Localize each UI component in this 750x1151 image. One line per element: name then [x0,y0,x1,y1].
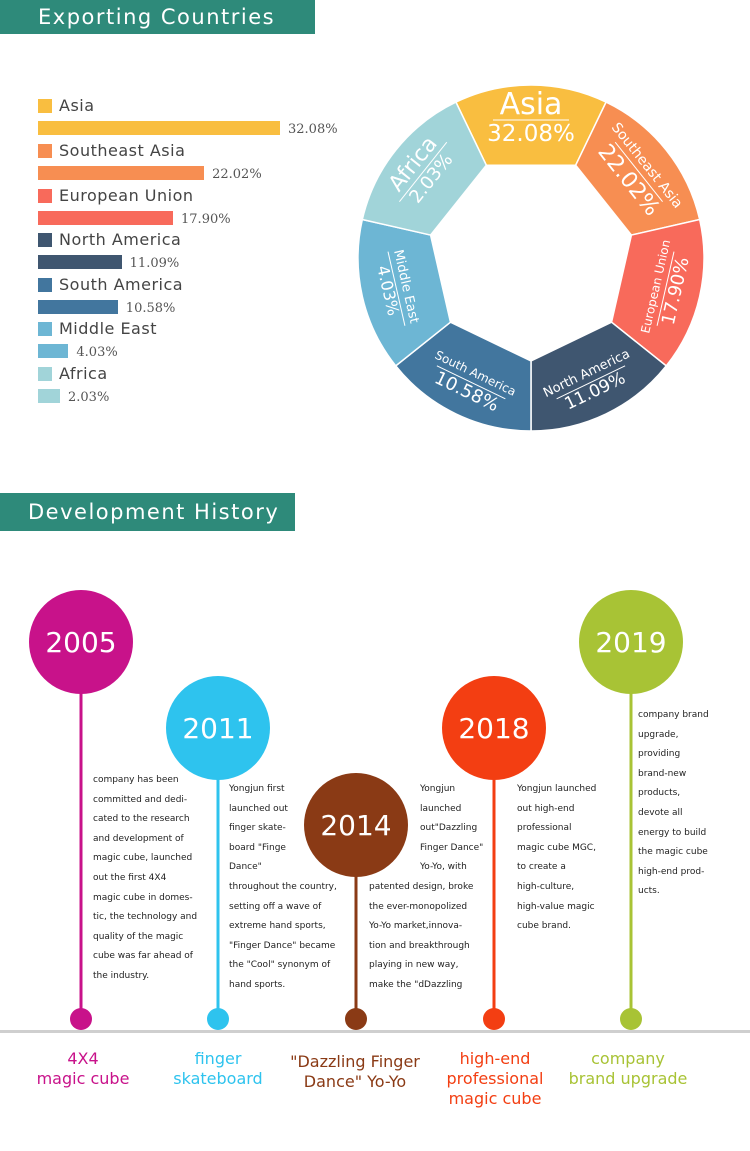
year-label: 2005 [45,626,116,659]
event-2005-description: company has been committed and dedi- cat… [93,775,198,981]
event-2014-description: Yongjun launched out"Dazzling Finger Dan… [420,784,484,873]
donut-label-divider [399,141,448,202]
legend-label: Southeast Asia [59,141,186,160]
year-label: 2014 [320,809,391,842]
event-2019-description: company brand upgrade, providing brand-n… [638,710,709,897]
donut-label-divider [614,141,663,202]
timeline-dot [70,1008,92,1030]
legend-value: 10.58% [125,301,176,316]
legend-bar [38,300,118,314]
event-2011-description: Yongjun first launched out finger skate-… [229,784,337,990]
year-circle [166,676,270,780]
event-2018-description: Yongjun launched out high-end profession… [517,784,597,932]
event-2018-label: high-end professional magic cube [446,1049,544,1108]
legend-value: 2.03% [68,390,110,405]
year-label: 2018 [458,712,529,745]
legend-swatch [38,144,52,158]
donut-segment [394,321,532,432]
year-circle [29,590,133,694]
timeline-dot [620,1008,642,1030]
legend-label: European Union [59,186,194,205]
year-label: 2011 [182,712,253,745]
legend-value: 4.03% [76,345,118,360]
legend-label: South America [59,275,184,294]
year-circle [442,676,546,780]
legend-bar [38,389,60,403]
legend-bar [38,211,174,225]
donut-segment [361,101,488,236]
year-label: 2019 [595,626,666,659]
legend-swatch [38,322,52,336]
donut-segment [610,218,705,367]
legend-swatch [38,367,52,381]
timeline-dot [207,1008,229,1030]
event-2014-description-continued: patented design, broke the ever-monopoli… [369,882,474,990]
legend-label: Middle East [59,319,157,338]
event-2011-label: finger skateboard [173,1049,263,1088]
donut-segment [530,321,668,432]
year-circle [579,590,683,694]
legend-swatch [38,99,52,113]
legend-label: Africa [59,364,108,383]
development-history-header: Development History [0,493,295,531]
timeline-axis [0,1030,750,1033]
legend-value: 32.08% [288,122,338,137]
legend-swatch [38,233,52,247]
donut-label-divider [656,251,675,326]
legend-label: North America [59,230,182,249]
legend-value: 22.02% [212,167,262,182]
donut-segment [454,84,608,166]
timeline-dot [345,1008,367,1030]
timeline-dot [483,1008,505,1030]
donut-label-divider [387,251,406,326]
legend-bar [38,255,122,269]
donut-label-divider [436,365,506,400]
donut-value-label: 32.08% [487,121,575,147]
legend-bar [38,121,280,135]
event-2005-label: 4X4 magic cube [36,1049,130,1088]
legend-bar [38,344,69,358]
donut-segment [357,218,452,367]
legend-label: Asia [59,96,95,115]
legend-swatch [38,278,52,292]
year-circle [304,773,408,877]
donut-category-label: Asia [500,87,563,122]
event-2014-label: "Dazzling Finger Dance" Yo-Yo [290,1052,420,1091]
legend-swatch [38,189,52,203]
legend-value: 17.90% [181,212,231,227]
donut-label-divider [556,365,626,400]
legend-value: 11.09% [129,256,180,271]
donut-segment [574,101,701,236]
exporting-countries-header: Exporting Countries [0,0,315,34]
event-2019-label: company brand upgrade [568,1049,688,1088]
legend-bar [38,166,205,180]
